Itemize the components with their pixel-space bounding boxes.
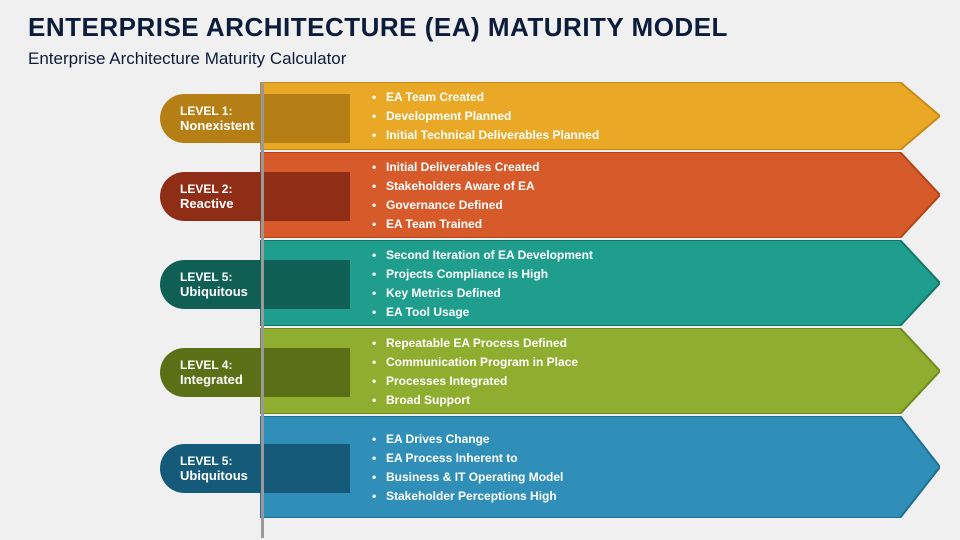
level-pill: LEVEL 2:Reactive xyxy=(160,172,350,221)
header: ENTERPRISE ARCHITECTURE (EA) MATURITY MO… xyxy=(0,0,960,73)
bullet-item: Initial Technical Deliverables Planned xyxy=(372,126,599,144)
level-pill: LEVEL 5:Ubiquitous xyxy=(160,444,350,493)
bullet-item: Key Metrics Defined xyxy=(372,284,593,302)
level-name: Nonexistent xyxy=(180,118,336,133)
level-pill: LEVEL 5:Ubiquitous xyxy=(160,260,350,309)
maturity-row-2: LEVEL 5:UbiquitousSecond Iteration of EA… xyxy=(260,240,940,326)
vertical-divider xyxy=(261,82,264,538)
arrow-shape xyxy=(260,240,940,326)
level-number: LEVEL 4: xyxy=(180,358,336,372)
arrow-shape xyxy=(260,328,940,414)
bullet-item: Stakeholder Perceptions High xyxy=(372,487,563,505)
level-name: Ubiquitous xyxy=(180,284,336,299)
bullet-item: Second Iteration of EA Development xyxy=(372,246,593,264)
page-title: ENTERPRISE ARCHITECTURE (EA) MATURITY MO… xyxy=(28,12,932,43)
level-bullets: Initial Deliverables CreatedStakeholders… xyxy=(372,152,539,238)
level-bullets: EA Drives ChangeEA Process Inherent toBu… xyxy=(372,416,563,518)
bullet-item: Broad Support xyxy=(372,391,578,409)
arrow-shape xyxy=(260,416,940,518)
arrow-shape xyxy=(260,152,940,238)
level-number: LEVEL 5: xyxy=(180,454,336,468)
bullet-item: Processes Integrated xyxy=(372,372,578,390)
level-number: LEVEL 5: xyxy=(180,270,336,284)
bullet-item: EA Tool Usage xyxy=(372,303,593,321)
bullet-item: Stakeholders Aware of EA xyxy=(372,177,539,195)
level-bullets: Second Iteration of EA DevelopmentProjec… xyxy=(372,240,593,326)
level-name: Reactive xyxy=(180,196,336,211)
maturity-row-3: LEVEL 4:IntegratedRepeatable EA Process … xyxy=(260,328,940,414)
level-number: LEVEL 2: xyxy=(180,182,336,196)
bullet-item: Repeatable EA Process Defined xyxy=(372,334,578,352)
level-bullets: EA Team CreatedDevelopment PlannedInitia… xyxy=(372,82,599,150)
level-number: LEVEL 1: xyxy=(180,104,336,118)
arrow-shape xyxy=(260,82,940,150)
level-name: Integrated xyxy=(180,372,336,387)
bullet-item: Initial Deliverables Created xyxy=(372,158,539,176)
page-subtitle: Enterprise Architecture Maturity Calcula… xyxy=(28,49,932,69)
bullet-item: Development Planned xyxy=(372,107,599,125)
bullet-item: Business & IT Operating Model xyxy=(372,468,563,486)
maturity-row-0: LEVEL 1:NonexistentEA Team CreatedDevelo… xyxy=(260,82,940,150)
maturity-rows: LEVEL 1:NonexistentEA Team CreatedDevelo… xyxy=(260,82,940,520)
level-name: Ubiquitous xyxy=(180,468,336,483)
bullet-item: Governance Defined xyxy=(372,196,539,214)
bullet-item: EA Process Inherent to xyxy=(372,449,563,467)
level-pill: LEVEL 1:Nonexistent xyxy=(160,94,350,143)
maturity-row-1: LEVEL 2:ReactiveInitial Deliverables Cre… xyxy=(260,152,940,238)
bullet-item: EA Drives Change xyxy=(372,430,563,448)
level-bullets: Repeatable EA Process DefinedCommunicati… xyxy=(372,328,578,414)
maturity-row-4: LEVEL 5:UbiquitousEA Drives ChangeEA Pro… xyxy=(260,416,940,518)
bullet-item: Communication Program in Place xyxy=(372,353,578,371)
bullet-item: EA Team Created xyxy=(372,88,599,106)
level-pill: LEVEL 4:Integrated xyxy=(160,348,350,397)
bullet-item: EA Team Trained xyxy=(372,215,539,233)
bullet-item: Projects Compliance is High xyxy=(372,265,593,283)
